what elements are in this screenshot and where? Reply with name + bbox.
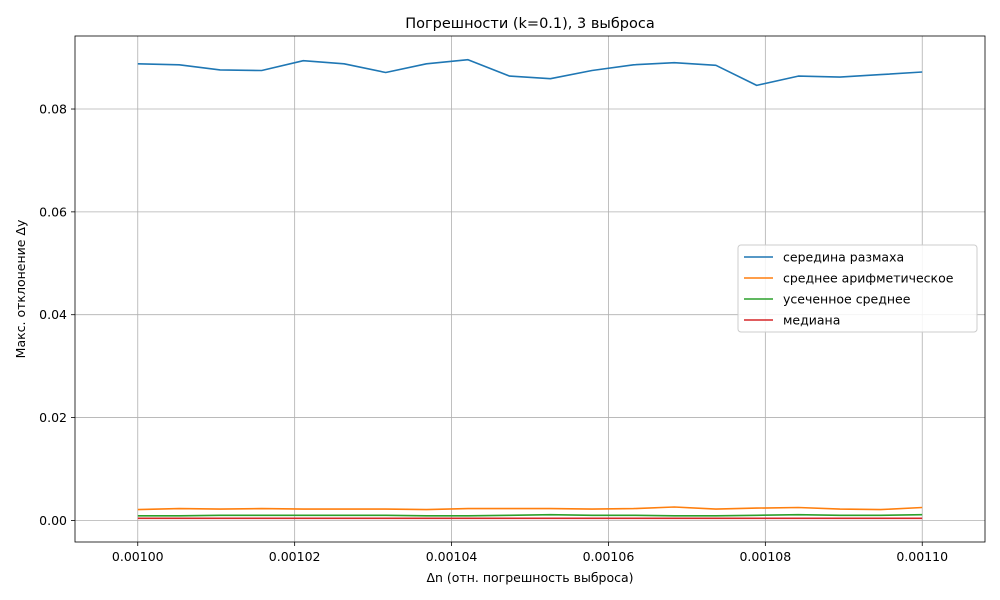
y-tick-label: 0.06 [39,204,67,219]
plot-frame [74,35,986,543]
series-line-2 [137,513,923,517]
legend-label-0: середина размаха [783,250,904,265]
grid-layer [75,36,985,542]
x-tick-label: 0.00102 [269,549,321,564]
x-tick-label: 0.00104 [426,549,478,564]
x-axis-label: Δn (отн. погрешность выброса) [426,570,633,585]
y-tick-label: 0.02 [39,410,67,425]
x-tick-label: 0.00100 [112,549,164,564]
series-layer [137,58,923,520]
chart-title: Погрешности (k=0.1), 3 выброса [405,16,654,32]
x-tick-label: 0.00110 [896,549,948,564]
y-tick-label: 0.04 [39,307,67,322]
legend-label-2: усеченное среднее [783,292,911,307]
legend-label-3: медиана [783,313,840,328]
y-tick-label: 0.00 [39,513,67,528]
series-line-1 [137,506,923,511]
legend-label-1: среднее арифметическое [783,271,954,286]
legend: середина размаха среднее арифметическое ус… [737,244,978,333]
x-tick-label: 0.00108 [739,549,791,564]
tick-layer: 0.00100 0.00102 0.00104 0.00106 0.00108 0.001… [39,102,948,564]
legend-box [737,244,978,333]
y-axis-label: Макс. отклонение Δy [13,219,28,358]
y-tick-label: 0.08 [39,102,67,117]
x-tick-label: 0.00106 [583,549,635,564]
series-line-0 [137,58,923,87]
